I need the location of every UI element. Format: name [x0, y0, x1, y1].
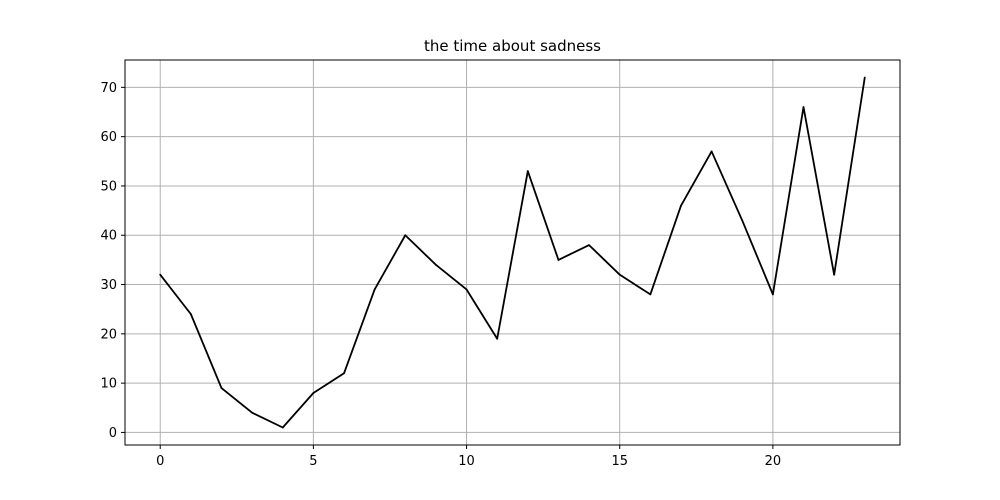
- data-point: [404, 234, 407, 237]
- data-point: [373, 288, 376, 291]
- data-point: [680, 204, 682, 207]
- y-tick-label: 60: [100, 130, 117, 145]
- chart-title: the time about sadness: [424, 37, 601, 55]
- data-point: [312, 392, 315, 394]
- x-tick-label: 20: [765, 454, 782, 469]
- plot-frame: [124, 59, 901, 446]
- data-point: [281, 426, 284, 429]
- data-point: [618, 273, 621, 276]
- y-tick-label: 40: [100, 229, 117, 244]
- data-point: [435, 263, 437, 266]
- y-tick-label: 20: [100, 327, 117, 342]
- data-point: [465, 288, 468, 291]
- data-point: [220, 387, 223, 389]
- y-tick-label: 30: [100, 278, 117, 293]
- data-point: [251, 411, 254, 414]
- grid: [125, 60, 900, 445]
- x-tick-label: 10: [458, 454, 475, 469]
- data-point: [833, 273, 836, 276]
- data-point: [526, 170, 529, 173]
- data-point: [863, 76, 866, 79]
- series-line: [159, 77, 866, 429]
- data-point: [649, 293, 652, 296]
- data-point: [741, 219, 744, 222]
- x-tick-label: 5: [309, 454, 317, 469]
- data-point: [710, 150, 713, 153]
- x-tick-label: 15: [611, 454, 628, 469]
- data-point: [159, 273, 162, 276]
- data-point: [557, 258, 560, 261]
- data-point: [189, 313, 192, 316]
- x-tick-label: 0: [156, 454, 164, 469]
- axis-ticks: 0 5 10 15 20 0 10 20 30 40 50 60 70: [100, 81, 781, 469]
- data-point: [343, 372, 345, 375]
- data-point: [588, 244, 590, 247]
- data-point: [496, 337, 499, 340]
- y-tick-label: 70: [100, 81, 117, 96]
- data-point: [802, 106, 805, 108]
- y-tick-label: 10: [100, 377, 117, 392]
- y-tick-label: 50: [100, 179, 117, 194]
- series-layer: [159, 76, 866, 429]
- data-point: [771, 293, 774, 296]
- y-tick-label: 0: [109, 426, 117, 441]
